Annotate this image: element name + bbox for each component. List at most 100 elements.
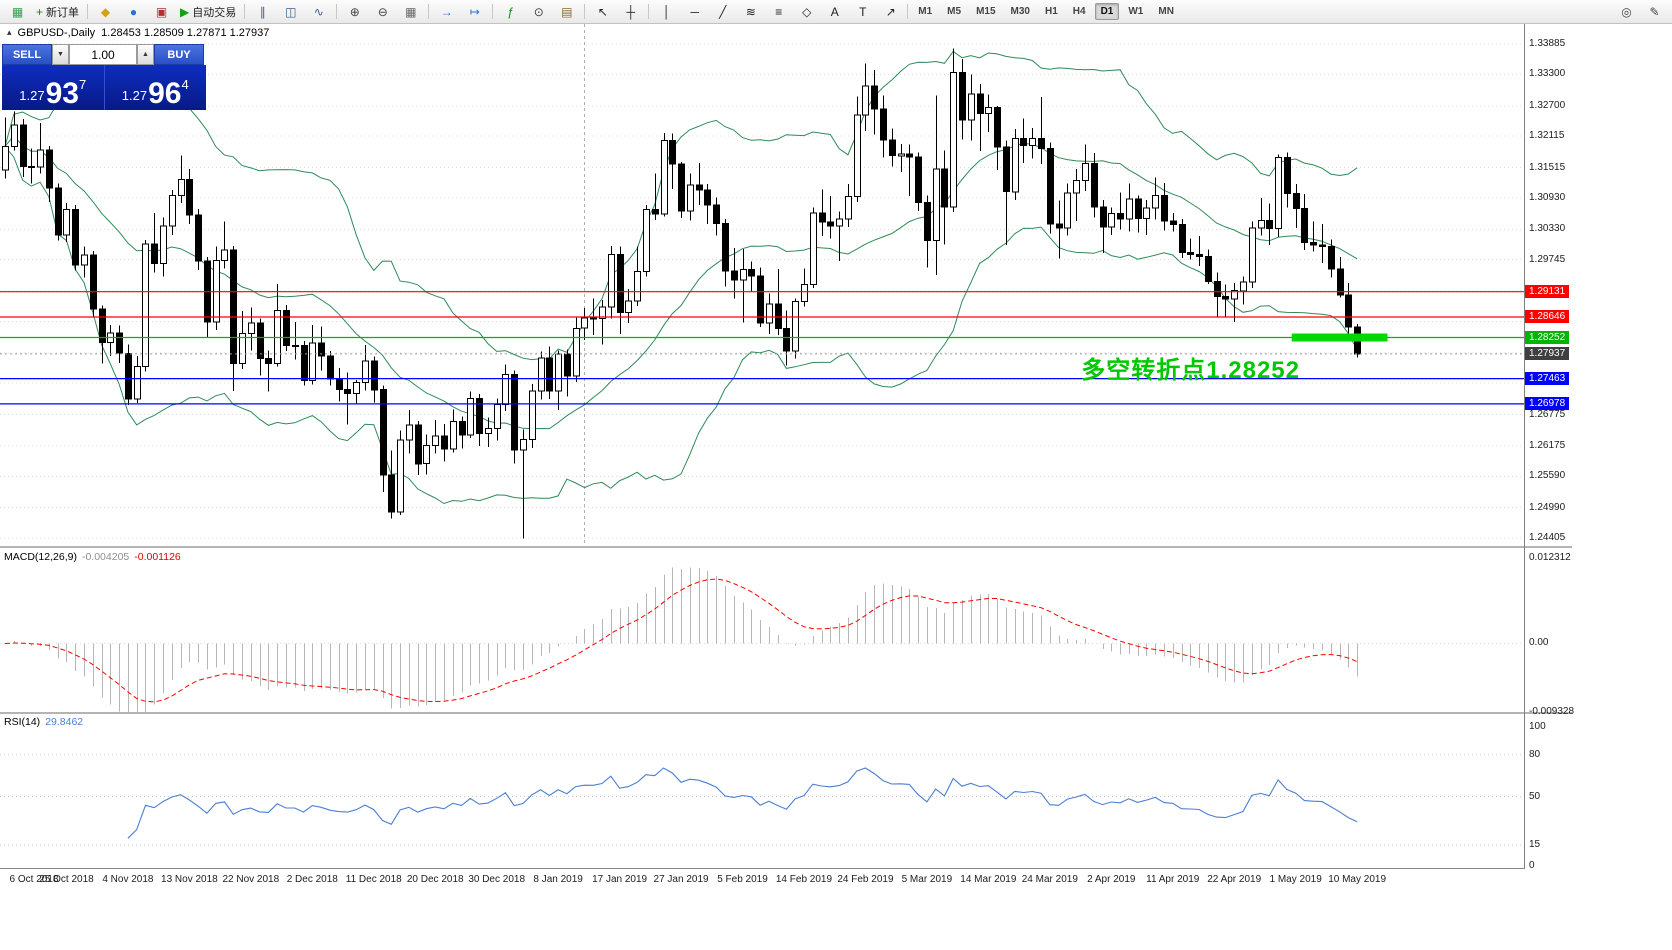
- toolbar-separator: [584, 4, 586, 19]
- channel-button[interactable]: ≋: [737, 1, 764, 23]
- date-axis-label: 8 Jan 2019: [533, 874, 583, 885]
- volume-down-button[interactable]: ▼: [52, 44, 69, 65]
- timeframe-button-m5[interactable]: M5: [947, 6, 962, 17]
- horizontal-line-icon: ─: [690, 4, 699, 19]
- volume-up-button[interactable]: ▲: [137, 44, 154, 65]
- timeframe-button-h1[interactable]: H1: [1044, 6, 1058, 17]
- timeframe-button-m15[interactable]: M15: [976, 6, 996, 17]
- bollinger-upper-band: [4, 50, 1358, 361]
- timeframe-button-m30[interactable]: M30: [1010, 6, 1030, 17]
- buy-button[interactable]: BUY: [154, 44, 204, 65]
- time-axis[interactable]: 6 Oct 2018 25 Oct 2018 4 Nov 2018 13 Nov 20…: [0, 868, 1524, 891]
- price-axis-label: 1.30330: [1529, 223, 1566, 235]
- app-button[interactable]: ▦: [4, 1, 31, 23]
- rsi-axis-label: 0: [1529, 860, 1535, 871]
- chart-annotation-text[interactable]: 多空转折点1.28252: [1081, 357, 1300, 384]
- fibonacci-button[interactable]: ≡: [765, 1, 792, 23]
- indicators-button[interactable]: ƒ: [497, 1, 524, 23]
- templates-icon: ▤: [561, 4, 573, 19]
- toolbar-separator: [87, 4, 89, 19]
- date-axis-label: 20 Dec 2018: [406, 874, 464, 885]
- indicators-icon: ƒ: [507, 4, 515, 19]
- date-axis-label: 24 Mar 2019: [1021, 874, 1078, 885]
- pane-splitter[interactable]: [0, 546, 1572, 548]
- timeframe-button-m1[interactable]: M1: [918, 6, 933, 17]
- date-axis-label: 17 Jan 2019: [592, 874, 648, 885]
- price-axis-label: 1.26175: [1529, 439, 1566, 451]
- price-axis[interactable]: 1.33885 1.33300 1.32700 1.32115 1.31515 1.309…: [1525, 0, 1671, 950]
- support-highlight-bar[interactable]: [1291, 333, 1388, 342]
- zoom-in-button[interactable]: ⊕: [341, 1, 368, 23]
- candlestick-chart-button[interactable]: ◫: [277, 1, 304, 23]
- strategy-tester-button[interactable]: ▣: [148, 1, 175, 23]
- rsi-value: 29.8462: [45, 716, 84, 728]
- shapes-button[interactable]: ◇: [793, 1, 820, 23]
- chart-symbol-period: GBPUSD-,Daily: [17, 27, 96, 39]
- macd-signal-value: -0.001126: [134, 551, 181, 563]
- volume-input[interactable]: [69, 44, 137, 65]
- chart-expand-icon[interactable]: ▴: [7, 27, 12, 37]
- toolbar-left-group: ▦ + 新订单 ◆ ● ▣ ▶ 自动交易 ∥ ◫ ∿ ⊕ ⊖ ▦ → ↦ ƒ ⊙ ▤ ↖ ┼ │ ─ ╱ ≋ ≡ ◇ A T ↗: [4, 1, 904, 23]
- autotrading-button[interactable]: ▶ 自动交易: [176, 1, 240, 23]
- channel-icon: ≋: [745, 4, 756, 19]
- crosshair-button[interactable]: ┼: [617, 1, 644, 23]
- search-button[interactable]: ◎: [1613, 1, 1640, 23]
- buy-price-display[interactable]: 1.27 96 4: [104, 65, 206, 110]
- trendline-button[interactable]: ╱: [709, 1, 736, 23]
- price-axis-label: 1.26775: [1529, 408, 1566, 420]
- timeframe-button-d1[interactable]: D1: [1094, 3, 1120, 20]
- periods-button[interactable]: ⊙: [525, 1, 552, 23]
- rsi-axis-label: 50: [1529, 790, 1541, 802]
- buy-price-big: 96: [148, 76, 182, 110]
- edit-icon: ✎: [1649, 4, 1660, 19]
- macd-title: MACD(12,26,9): [4, 551, 77, 563]
- vertical-line-button[interactable]: │: [653, 1, 680, 23]
- price-level-badge: 1.28252: [1525, 330, 1570, 344]
- quick-edit-button[interactable]: ✎: [1641, 1, 1668, 23]
- horizontal-line-button[interactable]: ─: [681, 1, 708, 23]
- candlestick-chart-icon: ◫: [285, 4, 297, 19]
- auto-scroll-button[interactable]: →: [433, 1, 460, 23]
- charts-popup-button[interactable]: ◆: [92, 1, 119, 23]
- macd-main-value: -0.004205: [81, 551, 130, 563]
- zoom-in-icon: ⊕: [349, 4, 360, 19]
- cursor-button[interactable]: ↖: [589, 1, 616, 23]
- timeframe-button-w1[interactable]: W1: [1128, 6, 1144, 17]
- tile-windows-button[interactable]: ▦: [397, 1, 424, 23]
- text-label-button[interactable]: T: [849, 1, 876, 23]
- timeframe-button-mn[interactable]: MN: [1158, 6, 1174, 17]
- bar-chart-button[interactable]: ∥: [249, 1, 276, 23]
- date-axis-label: 14 Feb 2019: [775, 874, 833, 885]
- date-axis-label: 5 Feb 2019: [717, 874, 768, 885]
- timeframe-button-h4[interactable]: H4: [1072, 6, 1086, 17]
- periods-icon: ⊙: [533, 4, 544, 19]
- date-axis-label: 22 Nov 2018: [222, 874, 280, 885]
- zoom-out-button[interactable]: ⊖: [369, 1, 396, 23]
- current-price-badge: 1.27937: [1525, 346, 1570, 360]
- date-axis-label: 6 Oct 2018: [9, 874, 59, 885]
- sell-price-pipette: 7: [78, 77, 87, 92]
- text-button[interactable]: A: [821, 1, 848, 23]
- toolbar-separator: [336, 4, 338, 19]
- new-order-button[interactable]: + 新订单: [32, 1, 83, 23]
- line-chart-icon: ∿: [313, 4, 324, 19]
- chart-ohlc: 1.28453 1.28509 1.27871 1.27937: [101, 27, 270, 39]
- arrows-button[interactable]: ↗: [877, 1, 904, 23]
- candlestick-chart[interactable]: [0, 24, 1524, 548]
- rsi-axis-label: 100: [1529, 721, 1546, 732]
- sell-button[interactable]: SELL: [2, 44, 52, 65]
- new-order-icon: +: [36, 4, 44, 19]
- pane-splitter[interactable]: [0, 712, 1572, 714]
- line-chart-button[interactable]: ∿: [305, 1, 332, 23]
- rsi-label: RSI(14) 29.8462: [4, 716, 83, 728]
- macd-panel[interactable]: [0, 548, 1524, 714]
- sell-price-display[interactable]: 1.27 93 7: [2, 65, 105, 110]
- cursor-icon: ↖: [597, 4, 608, 19]
- rsi-panel[interactable]: [0, 714, 1524, 868]
- date-axis-label: 24 Feb 2019: [837, 874, 894, 885]
- templates-button[interactable]: ▤: [553, 1, 580, 23]
- profiles-button[interactable]: ●: [120, 1, 147, 23]
- price-axis-label: 1.25590: [1529, 470, 1566, 482]
- chart-shift-button[interactable]: ↦: [461, 1, 488, 23]
